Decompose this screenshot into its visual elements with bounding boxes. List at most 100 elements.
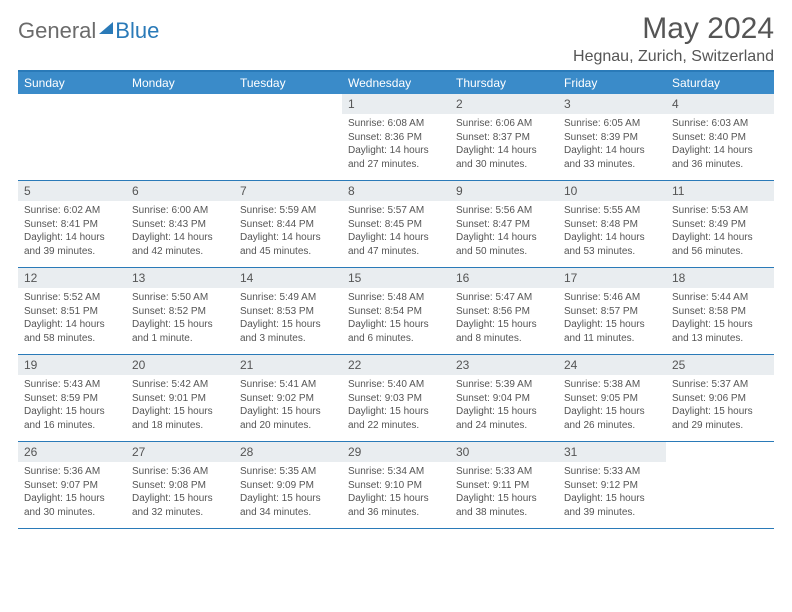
day-details: Sunrise: 6:05 AMSunset: 8:39 PMDaylight:…	[558, 114, 666, 177]
daylight-line: Daylight: 14 hours and 53 minutes.	[564, 231, 660, 258]
day-number: 13	[126, 268, 234, 288]
day-number: 16	[450, 268, 558, 288]
weekday-thursday: Thursday	[450, 72, 558, 94]
sunrise-line: Sunrise: 6:05 AM	[564, 117, 660, 131]
daylight-line: Daylight: 15 hours and 16 minutes.	[24, 405, 120, 432]
sunset-line: Sunset: 8:51 PM	[24, 305, 120, 319]
calendar-cell	[666, 442, 774, 528]
sunrise-line: Sunrise: 5:50 AM	[132, 291, 228, 305]
daylight-line: Daylight: 15 hours and 32 minutes.	[132, 492, 228, 519]
sunset-line: Sunset: 8:47 PM	[456, 218, 552, 232]
day-number: 22	[342, 355, 450, 375]
calendar-cell	[126, 94, 234, 180]
daylight-line: Daylight: 15 hours and 30 minutes.	[24, 492, 120, 519]
sunrise-line: Sunrise: 5:44 AM	[672, 291, 768, 305]
day-details: Sunrise: 5:40 AMSunset: 9:03 PMDaylight:…	[342, 375, 450, 438]
logo-text-blue: Blue	[115, 18, 159, 44]
calendar-cell: 7Sunrise: 5:59 AMSunset: 8:44 PMDaylight…	[234, 181, 342, 267]
daylight-line: Daylight: 14 hours and 45 minutes.	[240, 231, 336, 258]
day-number: 9	[450, 181, 558, 201]
calendar-cell: 17Sunrise: 5:46 AMSunset: 8:57 PMDayligh…	[558, 268, 666, 354]
title-block: May 2024 Hegnau, Zurich, Switzerland	[573, 12, 774, 66]
calendar-cell: 14Sunrise: 5:49 AMSunset: 8:53 PMDayligh…	[234, 268, 342, 354]
daylight-line: Daylight: 15 hours and 29 minutes.	[672, 405, 768, 432]
day-details: Sunrise: 5:53 AMSunset: 8:49 PMDaylight:…	[666, 201, 774, 264]
sunrise-line: Sunrise: 5:52 AM	[24, 291, 120, 305]
day-details: Sunrise: 5:59 AMSunset: 8:44 PMDaylight:…	[234, 201, 342, 264]
day-number: 25	[666, 355, 774, 375]
day-details: Sunrise: 5:41 AMSunset: 9:02 PMDaylight:…	[234, 375, 342, 438]
day-number: 21	[234, 355, 342, 375]
daylight-line: Daylight: 15 hours and 8 minutes.	[456, 318, 552, 345]
day-details: Sunrise: 5:49 AMSunset: 8:53 PMDaylight:…	[234, 288, 342, 351]
day-number: 31	[558, 442, 666, 462]
sunset-line: Sunset: 9:09 PM	[240, 479, 336, 493]
sunset-line: Sunset: 8:52 PM	[132, 305, 228, 319]
calendar-cell: 9Sunrise: 5:56 AMSunset: 8:47 PMDaylight…	[450, 181, 558, 267]
day-details: Sunrise: 5:39 AMSunset: 9:04 PMDaylight:…	[450, 375, 558, 438]
calendar-cell: 27Sunrise: 5:36 AMSunset: 9:08 PMDayligh…	[126, 442, 234, 528]
day-number: 1	[342, 94, 450, 114]
daylight-line: Daylight: 14 hours and 39 minutes.	[24, 231, 120, 258]
day-details: Sunrise: 5:38 AMSunset: 9:05 PMDaylight:…	[558, 375, 666, 438]
calendar-cell: 20Sunrise: 5:42 AMSunset: 9:01 PMDayligh…	[126, 355, 234, 441]
sunrise-line: Sunrise: 5:57 AM	[348, 204, 444, 218]
sunset-line: Sunset: 8:45 PM	[348, 218, 444, 232]
day-details: Sunrise: 5:33 AMSunset: 9:11 PMDaylight:…	[450, 462, 558, 525]
daylight-line: Daylight: 14 hours and 27 minutes.	[348, 144, 444, 171]
day-details: Sunrise: 5:42 AMSunset: 9:01 PMDaylight:…	[126, 375, 234, 438]
sunset-line: Sunset: 8:54 PM	[348, 305, 444, 319]
daylight-line: Daylight: 15 hours and 18 minutes.	[132, 405, 228, 432]
calendar-cell: 28Sunrise: 5:35 AMSunset: 9:09 PMDayligh…	[234, 442, 342, 528]
day-number: 24	[558, 355, 666, 375]
sunrise-line: Sunrise: 5:56 AM	[456, 204, 552, 218]
sunset-line: Sunset: 8:43 PM	[132, 218, 228, 232]
day-number: 8	[342, 181, 450, 201]
calendar-week: 12Sunrise: 5:52 AMSunset: 8:51 PMDayligh…	[18, 268, 774, 355]
day-number: 5	[18, 181, 126, 201]
day-number: 7	[234, 181, 342, 201]
day-details: Sunrise: 6:02 AMSunset: 8:41 PMDaylight:…	[18, 201, 126, 264]
sunset-line: Sunset: 9:03 PM	[348, 392, 444, 406]
daylight-line: Daylight: 14 hours and 56 minutes.	[672, 231, 768, 258]
logo-text-general: General	[18, 18, 96, 44]
calendar-week: 26Sunrise: 5:36 AMSunset: 9:07 PMDayligh…	[18, 442, 774, 529]
daylight-line: Daylight: 15 hours and 20 minutes.	[240, 405, 336, 432]
day-number: 15	[342, 268, 450, 288]
logo-triangle-icon	[99, 22, 113, 34]
day-details: Sunrise: 5:37 AMSunset: 9:06 PMDaylight:…	[666, 375, 774, 438]
sunset-line: Sunset: 8:41 PM	[24, 218, 120, 232]
sunrise-line: Sunrise: 5:46 AM	[564, 291, 660, 305]
daylight-line: Daylight: 15 hours and 3 minutes.	[240, 318, 336, 345]
sunrise-line: Sunrise: 5:59 AM	[240, 204, 336, 218]
calendar-cell: 30Sunrise: 5:33 AMSunset: 9:11 PMDayligh…	[450, 442, 558, 528]
sunrise-line: Sunrise: 5:49 AM	[240, 291, 336, 305]
day-details: Sunrise: 5:36 AMSunset: 9:08 PMDaylight:…	[126, 462, 234, 525]
sunset-line: Sunset: 8:44 PM	[240, 218, 336, 232]
day-number: 6	[126, 181, 234, 201]
day-details: Sunrise: 5:56 AMSunset: 8:47 PMDaylight:…	[450, 201, 558, 264]
calendar: Sunday Monday Tuesday Wednesday Thursday…	[18, 70, 774, 529]
calendar-cell: 12Sunrise: 5:52 AMSunset: 8:51 PMDayligh…	[18, 268, 126, 354]
sunrise-line: Sunrise: 5:47 AM	[456, 291, 552, 305]
sunset-line: Sunset: 8:57 PM	[564, 305, 660, 319]
calendar-cell: 5Sunrise: 6:02 AMSunset: 8:41 PMDaylight…	[18, 181, 126, 267]
weekday-monday: Monday	[126, 72, 234, 94]
sunrise-line: Sunrise: 5:39 AM	[456, 378, 552, 392]
daylight-line: Daylight: 14 hours and 36 minutes.	[672, 144, 768, 171]
sunset-line: Sunset: 8:48 PM	[564, 218, 660, 232]
calendar-cell: 2Sunrise: 6:06 AMSunset: 8:37 PMDaylight…	[450, 94, 558, 180]
sunset-line: Sunset: 9:04 PM	[456, 392, 552, 406]
calendar-week: 19Sunrise: 5:43 AMSunset: 8:59 PMDayligh…	[18, 355, 774, 442]
sunrise-line: Sunrise: 5:53 AM	[672, 204, 768, 218]
calendar-cell: 8Sunrise: 5:57 AMSunset: 8:45 PMDaylight…	[342, 181, 450, 267]
day-details: Sunrise: 5:52 AMSunset: 8:51 PMDaylight:…	[18, 288, 126, 351]
day-details: Sunrise: 6:03 AMSunset: 8:40 PMDaylight:…	[666, 114, 774, 177]
day-number: 3	[558, 94, 666, 114]
daylight-line: Daylight: 15 hours and 26 minutes.	[564, 405, 660, 432]
calendar-week: 1Sunrise: 6:08 AMSunset: 8:36 PMDaylight…	[18, 94, 774, 181]
daylight-line: Daylight: 15 hours and 39 minutes.	[564, 492, 660, 519]
calendar-cell: 1Sunrise: 6:08 AMSunset: 8:36 PMDaylight…	[342, 94, 450, 180]
daylight-line: Daylight: 15 hours and 38 minutes.	[456, 492, 552, 519]
calendar-cell	[234, 94, 342, 180]
